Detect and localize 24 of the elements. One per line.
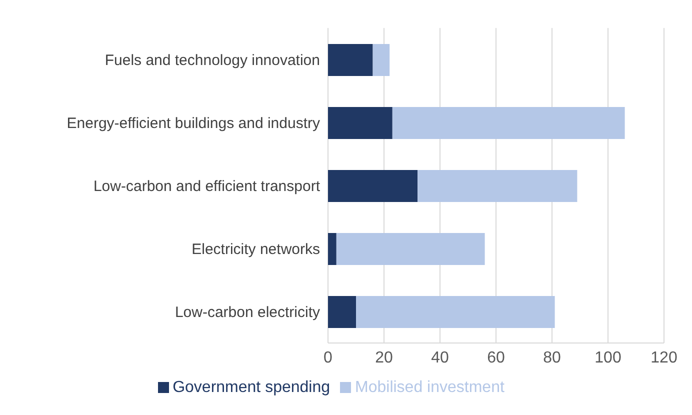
bar <box>392 107 625 139</box>
legend-label: Government spending <box>172 379 330 396</box>
bar <box>328 44 373 76</box>
x-tick-label: 40 <box>431 349 449 366</box>
bar <box>418 170 578 202</box>
bar <box>328 233 336 265</box>
bar <box>328 296 356 328</box>
x-tick-label: 120 <box>650 349 678 366</box>
x-tick-label: 60 <box>487 349 505 366</box>
y-tick-label: Electricity networks <box>192 240 320 258</box>
bar <box>328 107 392 139</box>
x-tick-label: 0 <box>324 349 333 366</box>
y-tick-label: Low-carbon electricity <box>174 304 320 321</box>
y-tick-label: Energy-efficient buildings and industry <box>66 114 320 132</box>
bar <box>328 170 418 202</box>
bar <box>372 44 390 76</box>
bar <box>336 233 485 265</box>
bar <box>356 296 555 328</box>
x-tick-label: 100 <box>594 349 622 366</box>
legend-label: Mobilised investment <box>355 379 504 396</box>
x-tick-label: 80 <box>543 349 561 366</box>
y-tick-label: Low-carbon and efficient transport <box>93 178 321 195</box>
x-tick-label: 20 <box>375 349 393 366</box>
y-tick-label: Fuels and technology innovation <box>104 52 320 69</box>
